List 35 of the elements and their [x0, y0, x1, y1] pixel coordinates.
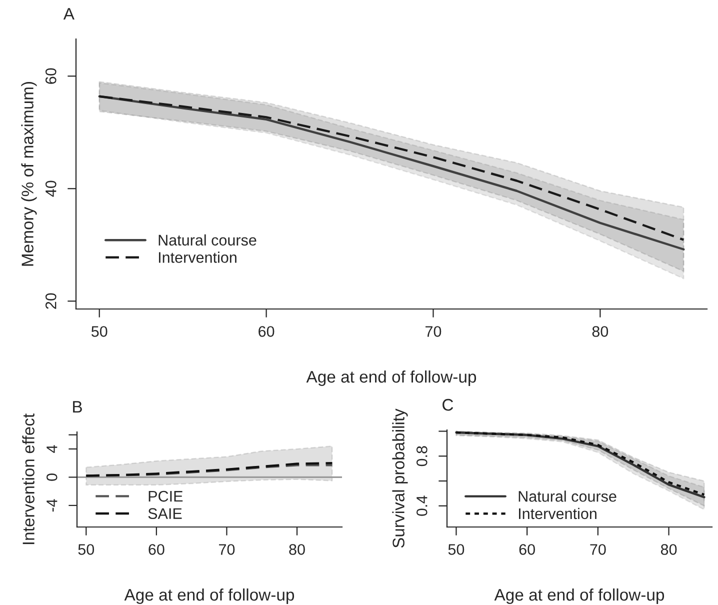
- x-tick-label: 60: [148, 544, 164, 555]
- y-tick-label: 4: [46, 445, 58, 453]
- x-axis-title: Age at end of follow-up: [306, 370, 476, 386]
- y-axis-title: Intervention effect: [22, 414, 34, 544]
- y-tick-label: 40: [45, 180, 56, 197]
- x-axis-title: Age at end of follow-up: [494, 588, 664, 604]
- x-tick-label: 60: [258, 326, 274, 337]
- chart-title: B: [73, 401, 82, 413]
- y-axis-title: Memory (% of maximum): [21, 82, 37, 266]
- y-tick-label: 0.8: [416, 446, 428, 466]
- x-tick-label: 60: [519, 544, 535, 555]
- legend-label: SAIE: [148, 508, 182, 519]
- x-tick-label: 70: [426, 326, 442, 337]
- x-axis-title: Age at end of follow-up: [124, 588, 294, 604]
- x-tick-label: 50: [448, 544, 464, 555]
- y-axis-title: Survival probability: [392, 408, 408, 548]
- y-tick-label: 0: [46, 474, 58, 481]
- x-tick-label: 50: [91, 326, 108, 337]
- legend-label: Intervention: [519, 508, 596, 520]
- y-tick-label: 60: [45, 68, 56, 84]
- x-tick-label: 50: [78, 544, 94, 555]
- chart-title: A: [63, 8, 74, 20]
- x-tick-label: 80: [289, 544, 305, 555]
- legend-label: PCIE: [148, 490, 183, 502]
- y-tick-label: 20: [45, 293, 56, 309]
- legend-label: Natural course: [518, 490, 616, 502]
- x-tick-label: 70: [590, 544, 606, 555]
- x-tick-label: 80: [592, 326, 608, 337]
- legend-label: Intervention: [158, 252, 236, 263]
- y-tick-label: -4: [46, 499, 58, 512]
- chart-title: C: [442, 398, 454, 411]
- legend-label: Natural course: [158, 234, 256, 246]
- x-tick-label: 70: [219, 544, 235, 555]
- y-tick-label: 0.4: [416, 496, 428, 516]
- x-tick-label: 80: [660, 544, 677, 555]
